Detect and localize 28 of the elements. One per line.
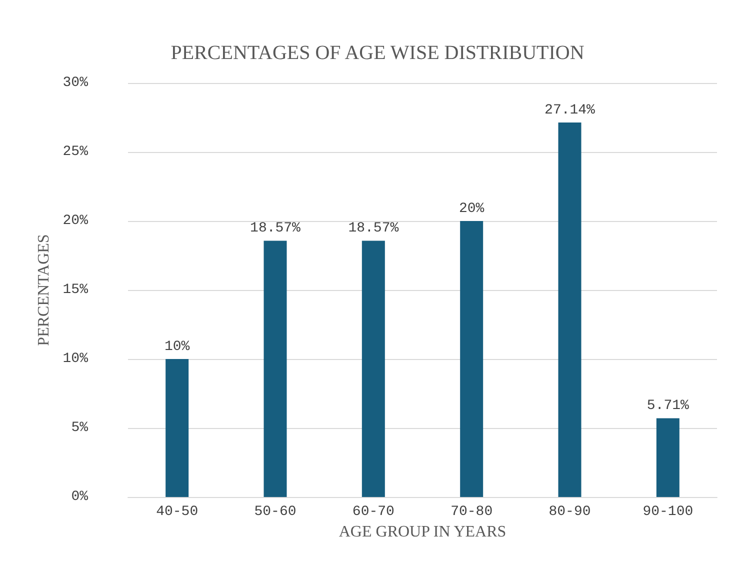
data-label: 18.57% — [250, 220, 302, 237]
y-tick-label: 5% — [71, 420, 89, 436]
data-label: 10% — [164, 339, 190, 355]
x-tick-label: 50-60 — [254, 504, 296, 520]
y-tick-label: 30% — [62, 75, 89, 91]
x-tick-label: 70-80 — [450, 504, 493, 520]
y-tick-label: 0% — [71, 489, 89, 505]
chart-title: PERCENTAGES OF AGE WISE DISTRIBUTION — [170, 42, 584, 64]
y-tick-label: 25% — [62, 144, 89, 160]
y-axis-title: PERCENTAGES — [35, 234, 52, 346]
bar — [166, 359, 189, 497]
x-tick-label: 40-50 — [156, 504, 198, 520]
y-tick-label: 20% — [62, 213, 89, 229]
bar — [362, 240, 385, 497]
data-label: 27.14% — [544, 102, 596, 118]
x-tick-label: 90-100 — [642, 504, 694, 520]
x-tick-label: 80-90 — [548, 504, 591, 520]
bar — [656, 418, 680, 497]
y-tick-label: 10% — [62, 351, 89, 367]
bar — [558, 122, 582, 497]
x-axis-title: AGE GROUP IN YEARS — [338, 523, 506, 540]
data-label: 5.71% — [646, 398, 690, 414]
bar — [264, 240, 287, 497]
x-tick-label: 60-70 — [352, 504, 394, 520]
data-label: 20% — [458, 201, 485, 217]
data-label: 18.57% — [348, 220, 400, 237]
y-tick-label: 15% — [62, 282, 89, 298]
bar — [460, 221, 484, 497]
